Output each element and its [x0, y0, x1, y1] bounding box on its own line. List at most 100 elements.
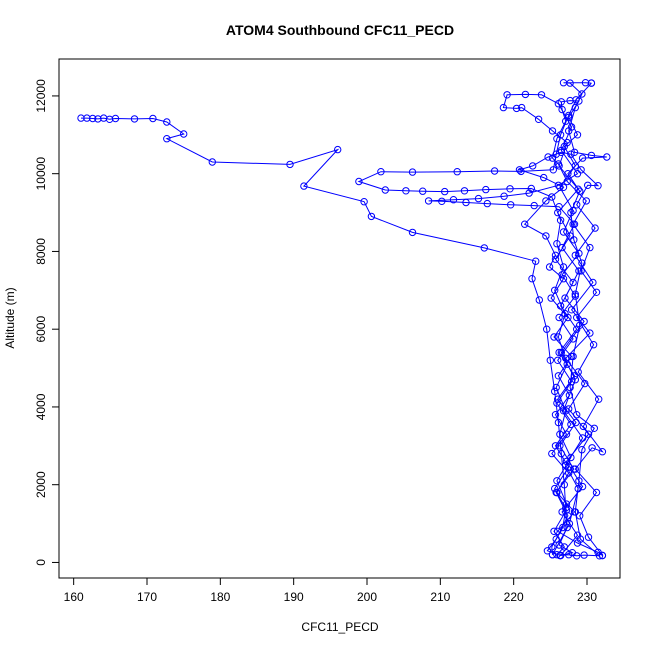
data-point — [556, 131, 565, 139]
x-tick-label: 190 — [284, 590, 304, 604]
data-point — [566, 232, 574, 240]
data-point — [570, 372, 579, 380]
data-point — [565, 519, 574, 528]
data-point — [567, 420, 575, 429]
data-point — [584, 430, 593, 438]
data-point — [584, 181, 592, 190]
y-tick-label: 12000 — [34, 79, 48, 113]
data-point — [571, 292, 579, 300]
data-point — [89, 114, 97, 123]
data-point — [544, 153, 552, 161]
x-tick-label: 200 — [357, 590, 377, 604]
data-point — [554, 333, 563, 341]
data-point — [589, 341, 598, 349]
data-point — [460, 187, 469, 195]
data-point — [565, 113, 573, 122]
data-point — [567, 453, 575, 462]
data-point — [567, 123, 576, 131]
data-point — [558, 271, 566, 279]
data-point — [551, 442, 560, 450]
data-point — [591, 224, 599, 232]
data-point — [592, 288, 601, 296]
data-point — [598, 448, 607, 456]
data-point — [554, 160, 563, 168]
data-point — [94, 115, 102, 123]
data-point — [550, 527, 558, 535]
data-point — [537, 91, 546, 99]
data-point — [556, 302, 565, 310]
data-point — [438, 197, 446, 206]
data-point — [528, 275, 536, 283]
data-point — [535, 296, 543, 304]
data-point — [546, 356, 554, 364]
x-tick-label: 160 — [64, 590, 84, 604]
data-point — [482, 185, 490, 194]
data-point — [578, 446, 586, 454]
data-point — [549, 166, 557, 174]
data-point — [569, 335, 577, 343]
data-point — [565, 551, 573, 559]
data-point — [408, 168, 417, 176]
data-point — [575, 267, 583, 275]
data-point — [300, 182, 308, 190]
data-point — [571, 162, 579, 170]
data-point — [553, 477, 561, 485]
data-point — [571, 376, 579, 384]
data-point — [563, 177, 571, 186]
data-point — [573, 531, 582, 539]
data-point — [558, 105, 566, 114]
data-point — [573, 552, 581, 560]
data-point — [565, 405, 573, 413]
data-point — [534, 115, 543, 124]
data-point — [567, 352, 576, 361]
data-point — [559, 275, 568, 283]
x-tick-label: 230 — [577, 590, 597, 604]
data-point — [500, 192, 508, 200]
data-point — [130, 115, 139, 123]
data-point — [527, 184, 535, 193]
data-point — [564, 313, 572, 322]
data-point — [574, 185, 582, 193]
data-point — [286, 160, 294, 169]
data-point — [579, 422, 587, 431]
data-point — [552, 535, 560, 543]
data-point — [575, 97, 583, 105]
data-point — [548, 551, 557, 559]
data-point — [571, 290, 579, 298]
data-point — [570, 508, 579, 516]
data-point — [180, 130, 188, 138]
x-tick-label: 170 — [137, 590, 157, 604]
y-axis: 0 2000 4000 6000 8000 10000 12000 — [34, 79, 60, 566]
data-point — [576, 512, 584, 520]
data-point — [367, 212, 376, 221]
data-point — [408, 228, 417, 237]
series-points — [77, 79, 611, 560]
data-point — [552, 150, 560, 158]
data-point — [548, 127, 557, 135]
data-point — [111, 114, 120, 123]
data-point — [554, 372, 563, 380]
series-line-2 — [357, 82, 592, 555]
data-point — [530, 201, 538, 210]
plot-area — [77, 79, 611, 560]
y-tick-label: 6000 — [34, 316, 48, 343]
data-point — [575, 249, 583, 258]
data-point — [483, 199, 491, 208]
data-point — [441, 187, 449, 196]
data-point — [543, 547, 552, 555]
x-axis: 160 170 180 190 200 210 220 230 — [64, 577, 597, 604]
data-point — [571, 103, 579, 112]
data-point — [480, 244, 488, 252]
data-point — [577, 267, 585, 275]
data-point — [565, 463, 573, 471]
data-point — [548, 193, 556, 201]
x-tick-label: 220 — [504, 590, 524, 604]
data-point — [570, 148, 579, 157]
data-point — [592, 488, 601, 497]
data-point — [578, 259, 586, 267]
data-point — [149, 114, 157, 123]
data-point — [521, 90, 530, 99]
data-point — [565, 391, 574, 399]
data-point — [565, 469, 573, 477]
